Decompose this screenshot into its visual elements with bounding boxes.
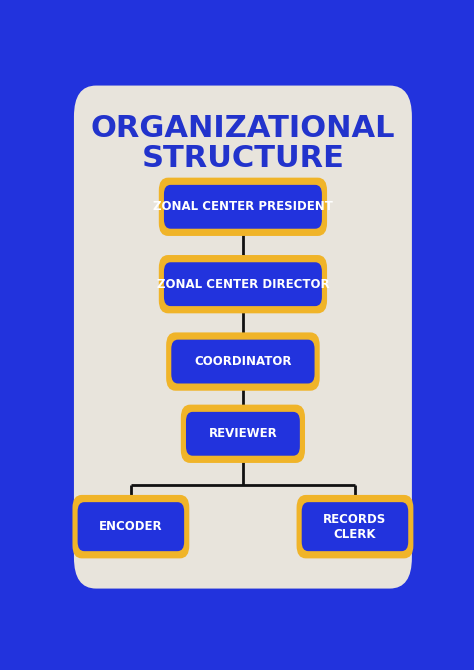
FancyBboxPatch shape bbox=[186, 412, 300, 456]
Text: ZONAL CENTER PRESIDENT: ZONAL CENTER PRESIDENT bbox=[153, 200, 333, 213]
Text: ORGANIZATIONAL
STRUCTURE: ORGANIZATIONAL STRUCTURE bbox=[91, 114, 395, 173]
FancyBboxPatch shape bbox=[159, 255, 327, 314]
FancyBboxPatch shape bbox=[74, 86, 412, 588]
Text: COORDINATOR: COORDINATOR bbox=[194, 355, 292, 368]
FancyBboxPatch shape bbox=[166, 332, 319, 391]
FancyBboxPatch shape bbox=[181, 405, 305, 463]
FancyBboxPatch shape bbox=[301, 502, 408, 551]
FancyBboxPatch shape bbox=[297, 495, 413, 558]
FancyBboxPatch shape bbox=[164, 262, 322, 306]
Text: ENCODER: ENCODER bbox=[99, 520, 163, 533]
Text: RECORDS
CLERK: RECORDS CLERK bbox=[323, 513, 387, 541]
Text: ZONAL CENTER DIRECTOR: ZONAL CENTER DIRECTOR bbox=[156, 277, 329, 291]
FancyBboxPatch shape bbox=[159, 178, 327, 236]
Text: REVIEWER: REVIEWER bbox=[209, 427, 277, 440]
FancyBboxPatch shape bbox=[78, 502, 184, 551]
FancyBboxPatch shape bbox=[73, 495, 189, 558]
FancyBboxPatch shape bbox=[171, 340, 315, 383]
FancyBboxPatch shape bbox=[164, 185, 322, 228]
